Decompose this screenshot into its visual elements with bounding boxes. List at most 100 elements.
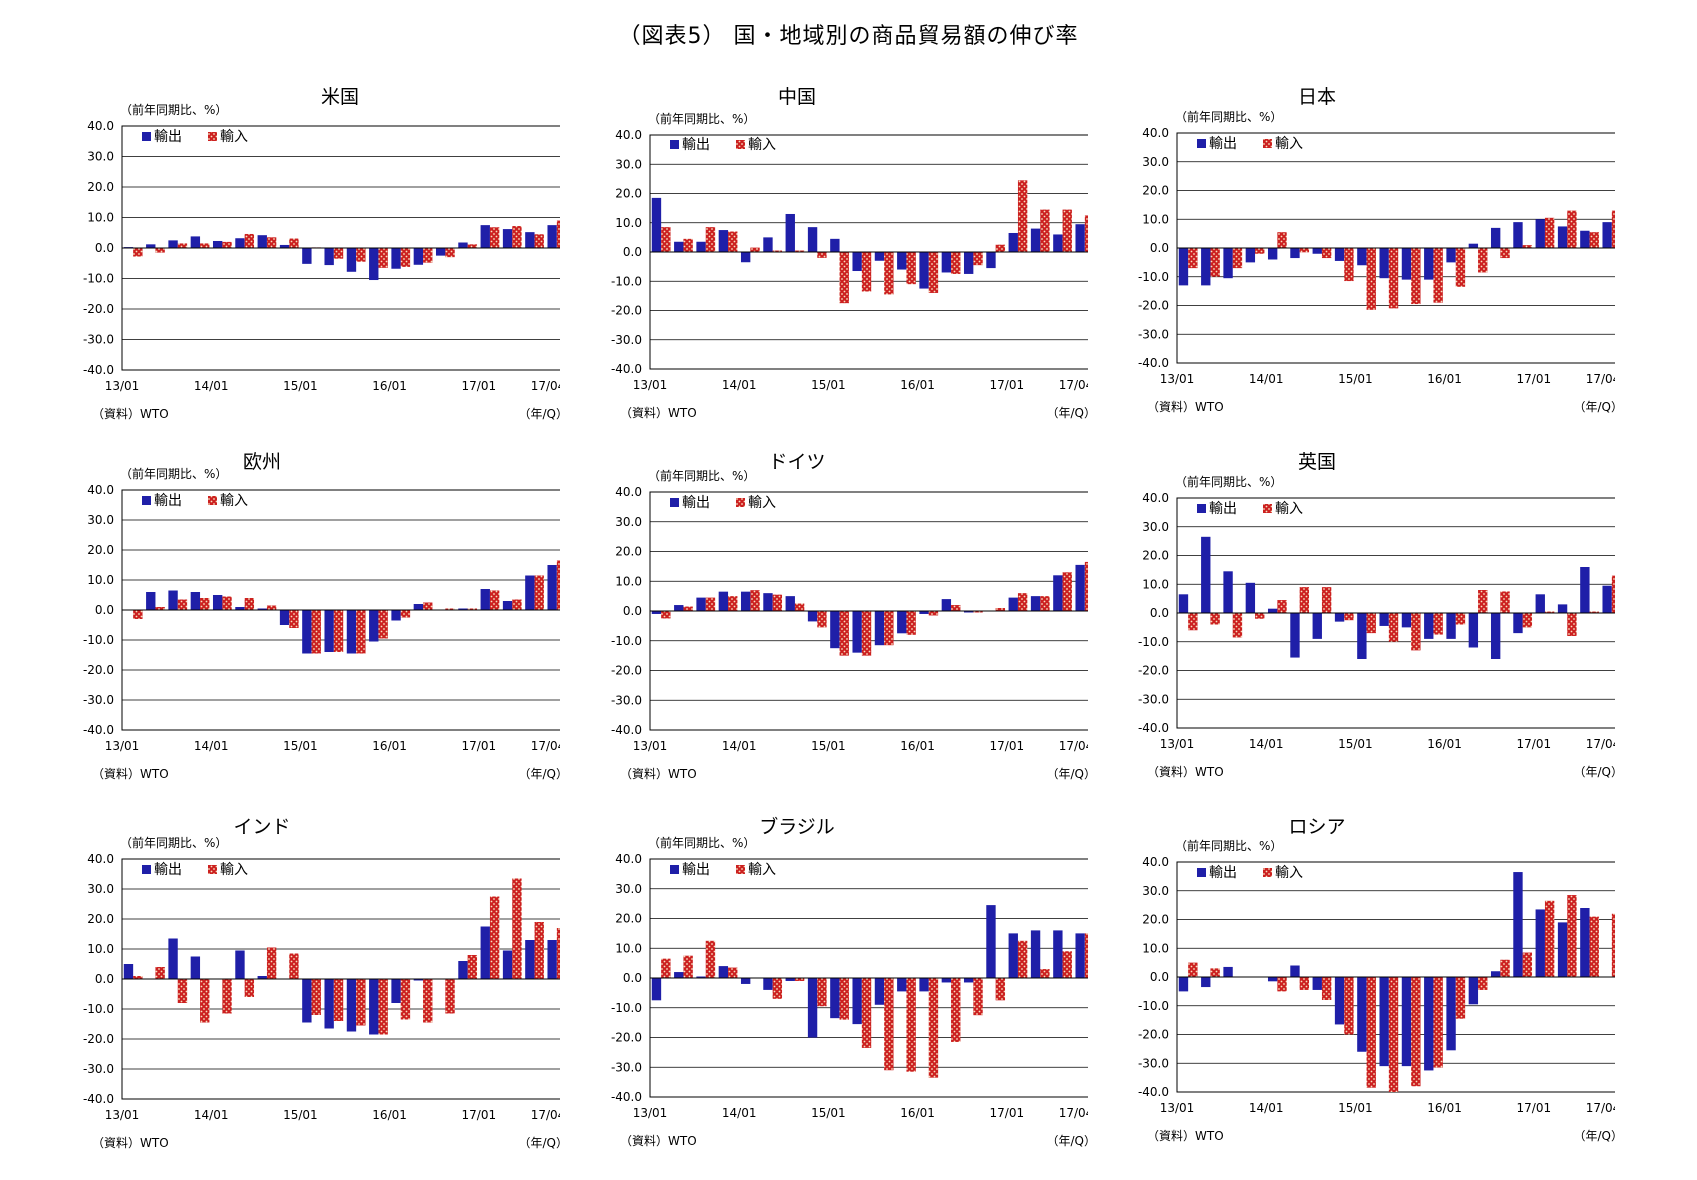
import-bar: [244, 233, 255, 248]
import-bar: [1344, 977, 1354, 1035]
export-bar: [458, 242, 468, 248]
export-bar: [763, 978, 773, 990]
export-bar: [1030, 596, 1041, 612]
x-tick-label: 16/01: [372, 379, 407, 393]
legend-export-label: 輸出: [682, 495, 710, 511]
legend-import-label: 輸入: [748, 137, 776, 153]
y-tick-label: -10.0: [83, 633, 114, 647]
export-bar: [1401, 977, 1412, 1067]
import-bar: [1567, 613, 1577, 636]
export-bar: [1267, 248, 1278, 260]
y-tick-label: -30.0: [83, 333, 114, 347]
export-bar: [1490, 613, 1501, 659]
export-bar: [919, 978, 929, 992]
y-tick-label: -30.0: [611, 693, 642, 707]
legend-export-swatch: [670, 865, 679, 874]
export-bar: [651, 611, 662, 614]
legend-export-label: 輸出: [682, 137, 710, 153]
x-tick-label: 17/01: [462, 1108, 497, 1122]
import-bar: [1388, 248, 1399, 309]
y-tick-label: -40.0: [83, 363, 114, 377]
import-bar: [1522, 245, 1533, 249]
x-tick-label: 17/04: [1586, 1101, 1615, 1115]
y-tick-label: -20.0: [611, 664, 642, 678]
import-bar: [177, 599, 188, 610]
export-bar: [1245, 582, 1256, 613]
export-bar: [785, 596, 795, 612]
legend-export-label: 輸出: [1209, 501, 1237, 517]
export-bar: [651, 978, 662, 1001]
export-bar: [986, 905, 996, 978]
export-bar: [502, 229, 513, 248]
chart-title: インド: [233, 816, 290, 838]
export-bar: [1334, 977, 1345, 1025]
import-bar: [728, 967, 738, 978]
export-bar: [1201, 536, 1211, 613]
y-tick-label: 20.0: [615, 545, 642, 559]
y-tick-label: -40.0: [1138, 1085, 1169, 1099]
export-bar: [1267, 608, 1278, 613]
x-axis-unit: （年/Q）: [519, 767, 561, 781]
import-bar: [1344, 248, 1354, 282]
import-bar: [1232, 613, 1243, 638]
y-tick-label: 0.0: [95, 241, 114, 255]
source-note: （資料）WTO: [620, 406, 697, 420]
export-bar: [1334, 613, 1345, 622]
import-bar: [1017, 940, 1028, 978]
import-bar: [1411, 248, 1421, 305]
export-bar: [1424, 248, 1434, 280]
export-bar: [1468, 243, 1479, 248]
import-bar: [1062, 209, 1072, 252]
legend-export-swatch: [670, 140, 679, 149]
chart-panel: 欧州 （前年同期比、%） 40.0 30.0 20.0 10.0 0.0 -10.0 -20.0…: [0, 440, 569, 804]
export-bar: [212, 240, 223, 248]
y-tick-label: -30.0: [83, 693, 114, 707]
import-bar: [1040, 596, 1050, 612]
import-bar: [728, 231, 738, 252]
x-tick-label: 13/01: [1160, 737, 1195, 751]
import-bar: [1388, 613, 1399, 642]
import-bar: [1478, 977, 1488, 990]
export-bar: [1535, 594, 1545, 613]
chart-title: 日本: [1298, 86, 1336, 108]
x-tick-label: 16/01: [372, 739, 407, 753]
import-bar: [1411, 613, 1421, 651]
import-bar: [906, 978, 916, 1072]
y-tick-label: 40.0: [1142, 491, 1169, 505]
x-tick-label: 17/01: [990, 1106, 1025, 1120]
export-bar: [391, 248, 401, 269]
y-tick-label: 40.0: [615, 852, 642, 866]
import-bar: [1299, 977, 1310, 990]
x-tick-label: 17/01: [1517, 372, 1552, 386]
import-bar: [155, 607, 165, 610]
export-bar: [1379, 977, 1389, 1067]
x-tick-label: 17/04: [531, 379, 560, 393]
export-bar: [986, 252, 996, 269]
export-bar: [1513, 222, 1523, 249]
bar-chart: ブラジル （前年同期比、%） 40.0 30.0 20.0 10.0 0.0 -10.0 -20…: [611, 815, 1097, 1148]
export-bar: [235, 950, 245, 979]
import-bar: [794, 978, 805, 981]
export-bar: [547, 565, 557, 610]
y-tick-label: 0.0: [1150, 606, 1169, 620]
legend-import-swatch: [208, 132, 217, 141]
legend-export-label: 輸出: [1209, 865, 1237, 881]
y-tick-label: -40.0: [83, 723, 114, 737]
export-bar: [1030, 930, 1041, 978]
import-bar: [200, 243, 210, 248]
y-tick-label: 10.0: [1142, 941, 1169, 955]
y-tick-label: -40.0: [611, 723, 642, 737]
import-bar: [861, 252, 872, 292]
x-tick-label: 17/01: [990, 739, 1025, 753]
export-bar: [963, 252, 974, 274]
import-bar: [445, 979, 455, 1014]
y-tick-label: -20.0: [83, 302, 114, 316]
import-bar: [1210, 248, 1220, 277]
import-bar: [311, 979, 321, 1015]
y-tick-label: 40.0: [615, 128, 642, 142]
import-bar: [772, 978, 783, 999]
export-bar: [324, 979, 334, 1029]
y-tick-label: -10.0: [83, 1002, 114, 1016]
import-bar: [400, 979, 411, 1020]
export-bar: [874, 611, 885, 646]
